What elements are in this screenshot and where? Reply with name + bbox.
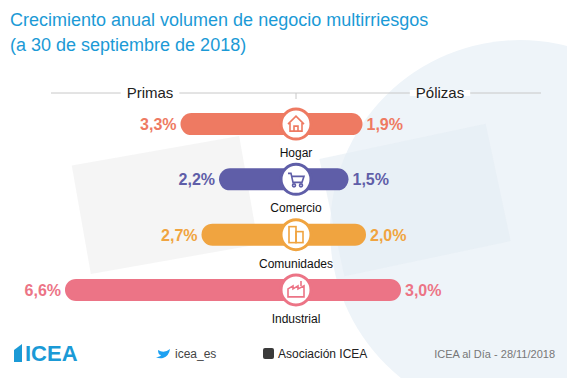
axis-notch: [296, 93, 297, 99]
title: Crecimiento anual volumen de negocio mul…: [10, 10, 428, 30]
data-label: 3,3%: [140, 116, 176, 133]
icon: [288, 173, 304, 187]
subtitle: (a 30 de septiembre de 2018): [10, 35, 246, 55]
series-name: Pólizas: [416, 84, 464, 101]
twitter-icon: [156, 349, 170, 358]
series-header: Pólizas: [410, 84, 470, 101]
icon-circle: [281, 109, 311, 139]
bar: [65, 279, 296, 301]
icon-circle: [281, 275, 311, 305]
data-label: 2,7%: [161, 227, 197, 244]
data-label: 2,0%: [370, 227, 406, 244]
background-shape: [319, 124, 510, 277]
data-label: 2,2%: [179, 171, 215, 188]
labels: 3,3% 2,2% 2,7% 6,6% 1,9% 1,5% 2,0% 3,0% Hogar Com…: [25, 116, 442, 326]
annotation: ICEA al Día - 28/11/2018: [434, 348, 555, 360]
category-label: Hogar: [280, 146, 313, 160]
bar: [181, 113, 297, 135]
linkedin-icon: [263, 348, 274, 359]
data-label: 1,9%: [367, 116, 403, 133]
icons: [281, 109, 311, 305]
icon: [289, 227, 303, 243]
logo-mark: [14, 344, 22, 362]
data-label: 3,0%: [405, 282, 441, 299]
icon-circle: [281, 164, 311, 194]
annotation: Asociación ICEA: [278, 347, 367, 361]
icon-circle: [281, 220, 311, 250]
data-label: 6,6%: [25, 282, 61, 299]
category-label: Comercio: [270, 201, 322, 215]
chart: Crecimiento anual volumen de negocio mul…: [0, 0, 567, 378]
annotation: ICEA: [25, 341, 78, 366]
category-label: Industrial: [272, 312, 321, 326]
category-label: Comunidades: [259, 257, 333, 271]
icon: [288, 281, 304, 297]
series-header: Primas: [121, 84, 180, 101]
annotation: icea_es: [175, 347, 216, 361]
background-shape: [72, 136, 259, 274]
icon: [288, 116, 304, 131]
series-name: Primas: [127, 84, 174, 101]
bars: [65, 113, 401, 301]
data-label: 1,5%: [353, 171, 389, 188]
